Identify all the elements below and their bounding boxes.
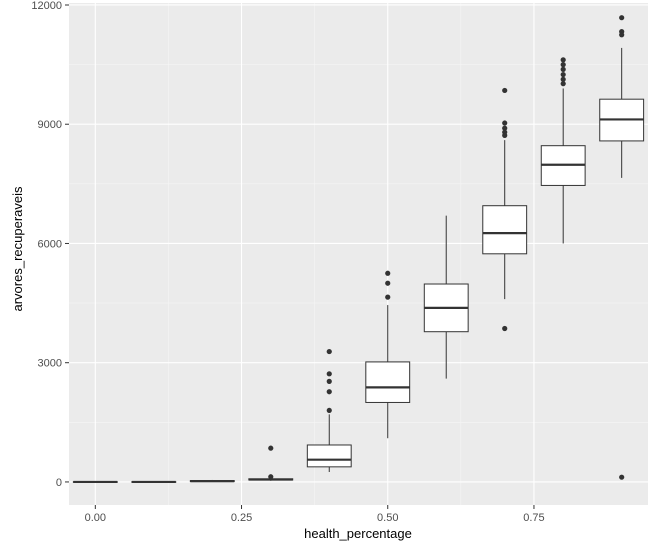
outlier-point bbox=[502, 132, 508, 138]
outlier-point bbox=[385, 280, 391, 286]
x-axis-ticks: 0.00 0.25 0.50 0.75 bbox=[85, 505, 545, 524]
y-axis-title: arvores_recuperaveis bbox=[10, 186, 25, 312]
box bbox=[482, 205, 528, 255]
outlier-point bbox=[560, 81, 566, 87]
outlier-point bbox=[326, 407, 332, 414]
y-axis-ticks: 0 3000 6000 9000 12000 bbox=[31, 0, 69, 489]
outlier-point bbox=[326, 389, 332, 395]
outlier-point bbox=[560, 71, 566, 78]
panel-background bbox=[69, 3, 648, 505]
outlier-point bbox=[560, 76, 566, 82]
outlier-point bbox=[268, 445, 274, 451]
y-tick-label: 0 bbox=[56, 477, 62, 489]
outlier-point bbox=[326, 378, 332, 384]
box-group bbox=[599, 15, 645, 480]
outlier-point bbox=[502, 120, 508, 126]
box bbox=[365, 361, 411, 403]
y-tick-label: 3000 bbox=[38, 358, 62, 370]
box-group bbox=[423, 215, 469, 379]
box bbox=[306, 444, 352, 468]
box-group bbox=[365, 270, 411, 439]
x-tick-label: 0.25 bbox=[231, 512, 252, 524]
box-group bbox=[189, 479, 235, 483]
outlier-point bbox=[560, 66, 566, 72]
x-tick-label: 0.00 bbox=[85, 512, 106, 524]
outlier-point bbox=[326, 348, 332, 355]
x-axis-title: health_percentage bbox=[304, 526, 412, 541]
y-tick-label: 12000 bbox=[31, 0, 62, 12]
box-group bbox=[248, 445, 294, 481]
outlier-point bbox=[326, 371, 332, 377]
box-group bbox=[540, 57, 586, 244]
boxes-layer bbox=[72, 15, 645, 484]
outlier-point bbox=[385, 270, 391, 276]
outlier-point bbox=[268, 474, 274, 480]
outlier-point bbox=[502, 125, 508, 131]
y-tick-label: 6000 bbox=[38, 238, 62, 250]
outlier-point bbox=[502, 325, 508, 332]
outlier-point bbox=[560, 57, 566, 63]
x-tick-label: 0.50 bbox=[377, 512, 398, 524]
x-tick-label: 0.75 bbox=[523, 512, 544, 524]
outlier-point bbox=[502, 87, 508, 94]
box-group bbox=[482, 87, 528, 332]
outlier-point bbox=[385, 294, 391, 300]
outlier-point bbox=[619, 474, 625, 480]
box-group bbox=[72, 480, 118, 484]
outlier-point bbox=[560, 62, 566, 68]
box-group bbox=[306, 348, 352, 473]
box-group bbox=[131, 480, 177, 484]
outlier-point bbox=[619, 15, 625, 21]
y-tick-label: 9000 bbox=[38, 119, 62, 131]
outlier-point bbox=[619, 32, 625, 38]
